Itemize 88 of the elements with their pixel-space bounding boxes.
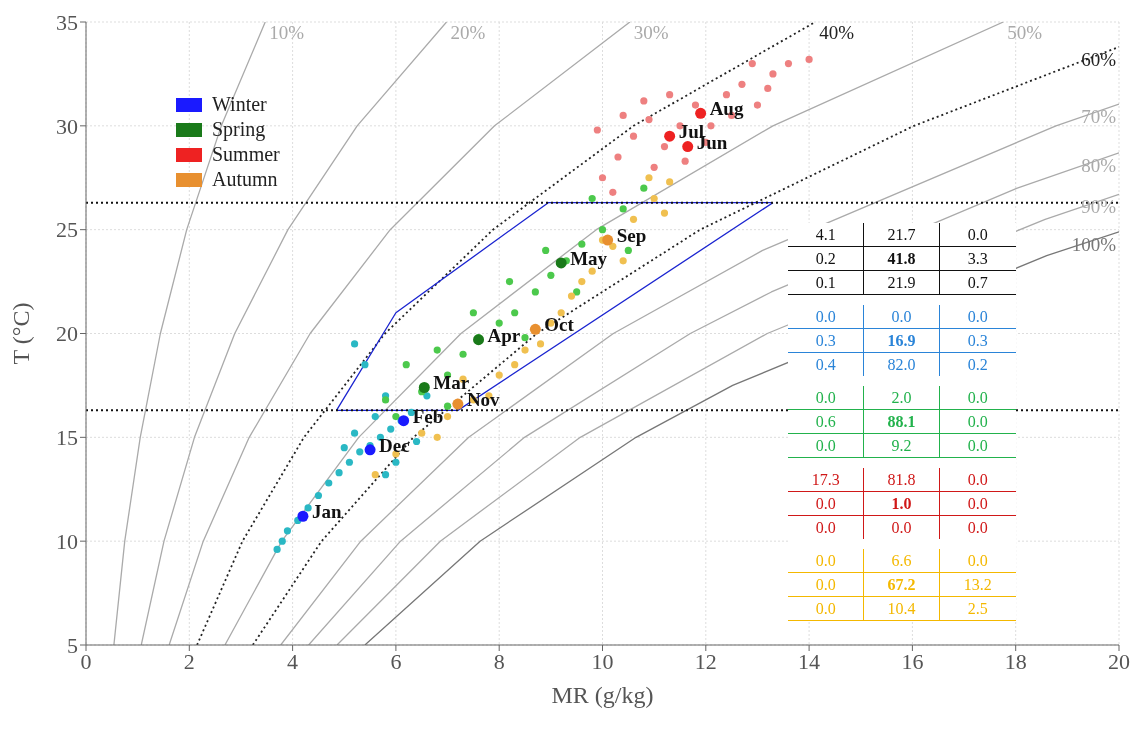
annotation: 81.8	[864, 468, 940, 493]
annotation: May	[570, 247, 608, 269]
annotation: 0.0	[788, 549, 865, 574]
annotation: 17.3	[788, 468, 865, 493]
x-axis-title: MR (g/kg)	[551, 682, 654, 708]
annotation: 16.9	[864, 329, 940, 354]
y-tick-label: 25	[56, 217, 78, 243]
annotation: 21.7	[864, 223, 940, 248]
annotation: Jan	[311, 501, 342, 523]
annotation: Dec	[379, 434, 410, 456]
annotation: 0.0	[939, 468, 1016, 493]
series-label: 90%	[1081, 196, 1117, 218]
annotation: 0.0	[939, 223, 1016, 248]
annotation: 67.2	[864, 573, 940, 598]
annotation: 41.8	[864, 247, 940, 272]
annotation: 0.6	[788, 410, 865, 435]
series-label: 60%	[1081, 48, 1117, 70]
annotation: 0.0	[939, 549, 1016, 574]
x-tick-label: 18	[1004, 648, 1027, 674]
annotation: 4.1	[788, 223, 865, 248]
legend-label: Summer	[212, 142, 280, 167]
series-label: 20%	[450, 22, 486, 43]
annotation: 0.3	[788, 329, 865, 354]
legend-label: Winter	[212, 92, 267, 117]
annotation: 0.4	[788, 353, 865, 377]
annotation: Apr	[487, 324, 521, 346]
annotation: Mar	[433, 372, 470, 394]
annotation: 9.2	[864, 434, 940, 459]
annotation: 0.0	[864, 305, 940, 330]
y-tick-label: 35	[56, 9, 78, 35]
annotation: Oct	[544, 314, 575, 336]
annotation: 0.1	[788, 271, 865, 296]
series-label: 70%	[1081, 106, 1117, 128]
y-tick-label: 15	[56, 425, 78, 451]
annotation: 0.0	[788, 386, 865, 411]
annotation: 0.3	[939, 329, 1016, 354]
series-label: 40%	[819, 22, 855, 43]
annotation: Sep	[616, 225, 647, 247]
annotation: 2.5	[939, 597, 1016, 622]
annotation: 0.2	[966, 355, 989, 376]
y-tick-label: 10	[56, 528, 78, 554]
annotation: 0.0	[939, 410, 1016, 435]
annotation: 0.0	[788, 305, 865, 330]
annotation: 0.7	[939, 271, 1016, 296]
annotation: 3.3	[939, 247, 1016, 272]
annotation: 0.0	[939, 305, 1016, 330]
annotation: 21.9	[864, 271, 940, 296]
annotation: 1.0	[864, 492, 940, 517]
annotation: 0.0	[788, 492, 865, 517]
annotation: 2.0	[864, 386, 940, 411]
x-tick-label: 16	[901, 648, 924, 674]
x-tick-label: 2	[183, 648, 195, 674]
annotation: 10.4	[864, 597, 940, 622]
x-tick-label: 6	[390, 648, 402, 674]
annotation: 0.0	[788, 597, 865, 622]
annotation: Feb	[412, 405, 444, 427]
x-tick-label: 8	[493, 648, 505, 674]
annotation: 6.6	[864, 549, 940, 574]
series-label: 80%	[1081, 154, 1117, 176]
series-label: 10%	[269, 22, 305, 43]
annotation: 0.0	[939, 386, 1016, 411]
annotation: Aug	[709, 98, 744, 120]
annotation: 0.0	[788, 434, 865, 459]
annotation: 88.1	[864, 410, 940, 435]
series-label: 100%	[1071, 233, 1117, 255]
annotation: 0.0	[939, 434, 1016, 459]
y-tick-label: 30	[56, 113, 78, 139]
x-tick-label: 14	[798, 648, 821, 674]
y-axis-title: T (°C)	[7, 302, 34, 365]
annotation: 0.2	[788, 247, 865, 272]
annotation: 0.0	[939, 492, 1016, 517]
x-tick-label: 10	[591, 648, 614, 674]
annotation: 13.2	[939, 573, 1016, 598]
y-tick-label: 5	[67, 632, 78, 658]
x-tick-label: 20	[1108, 648, 1130, 674]
legend-label: Spring	[212, 117, 266, 142]
annotation: 82.0	[864, 353, 940, 377]
series-label: 50%	[1007, 22, 1043, 43]
annotation: 0.0	[788, 573, 865, 598]
legend-label: Autumn	[212, 167, 278, 192]
annotation: 0.0	[864, 516, 940, 540]
x-tick-label: 12	[694, 648, 717, 674]
annotation: 0.0	[966, 518, 989, 539]
series-label: 30%	[633, 22, 669, 43]
y-tick-label: 20	[56, 321, 78, 347]
annotation: 0.0	[788, 516, 865, 540]
x-tick-label: 4	[287, 648, 299, 674]
x-tick-label: 0	[80, 648, 92, 674]
